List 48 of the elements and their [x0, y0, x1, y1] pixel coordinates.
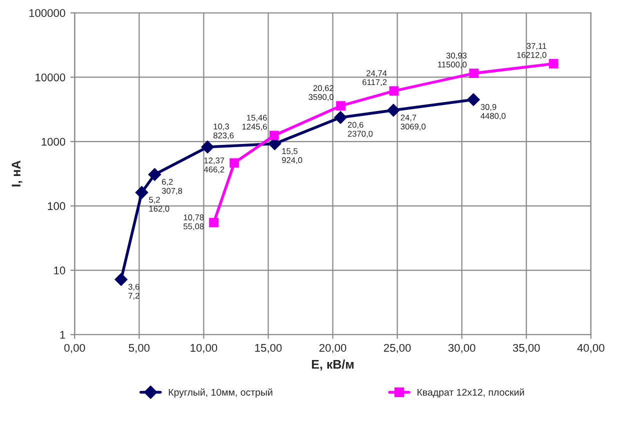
- point: [230, 158, 239, 168]
- data-label: 10,3 823,6: [213, 124, 234, 140]
- data-label: 20,6 2370,0: [348, 122, 373, 138]
- x-tick-label: 25,00: [384, 344, 411, 354]
- x-tick-label: 5,00: [128, 344, 150, 354]
- data-label: 12,37 466,2: [204, 158, 224, 174]
- x-tick-label: 10,00: [190, 344, 218, 354]
- y-axis-title: I, нА: [12, 160, 22, 186]
- legend-label: Квадрат 12х12, плоский: [418, 388, 524, 398]
- data-label: 3,6 7,2: [128, 284, 140, 300]
- y-tick-label: 100000: [29, 9, 66, 18]
- point: [114, 273, 128, 286]
- point: [135, 186, 148, 199]
- y-tick-label: 100: [48, 202, 66, 210]
- data-label: 6,2 307,8: [162, 178, 182, 195]
- point: [469, 68, 479, 78]
- data-label: 15,46 1245,6: [242, 114, 267, 131]
- point: [209, 218, 218, 228]
- point: [548, 59, 558, 68]
- data-label: 24,74 6117,2: [362, 70, 387, 86]
- data-label: 30,9 4480,0: [480, 104, 506, 120]
- x-tick-label: 20,00: [319, 344, 346, 354]
- data-label: 30,93 11500,0: [438, 52, 467, 68]
- point: [336, 101, 346, 111]
- x-tick-label: 35,00: [512, 344, 540, 354]
- point: [269, 130, 279, 140]
- point: [148, 168, 162, 181]
- point: [201, 140, 214, 154]
- data-label: 15,5 924,0: [282, 148, 302, 164]
- data-label: 5,2 162,0: [149, 196, 170, 213]
- point: [334, 111, 347, 124]
- x-tick-label: 15,00: [255, 344, 282, 354]
- y-tick-label: 10: [54, 266, 66, 274]
- point: [387, 104, 400, 117]
- data-label: 24,7 3069,0: [400, 114, 426, 130]
- point: [467, 93, 480, 106]
- x-tick-label: 40,00: [577, 344, 604, 354]
- legend-label: Круглый, 10мм, острый: [168, 388, 272, 398]
- y-tick-label: 1: [60, 331, 66, 339]
- data-label: 20,62 3590,0: [308, 85, 334, 102]
- y-tick-label: 10000: [36, 73, 66, 82]
- data-label: 37,11 16212,0: [517, 43, 546, 59]
- y-tick-label: 1000: [42, 138, 66, 146]
- x-axis-title: E, кВ/м: [312, 360, 354, 371]
- data-label: 10,78 55,08: [184, 214, 204, 230]
- x-tick-label: 0,00: [64, 344, 86, 354]
- x-tick-label: 30,00: [448, 344, 476, 354]
- point: [389, 86, 399, 96]
